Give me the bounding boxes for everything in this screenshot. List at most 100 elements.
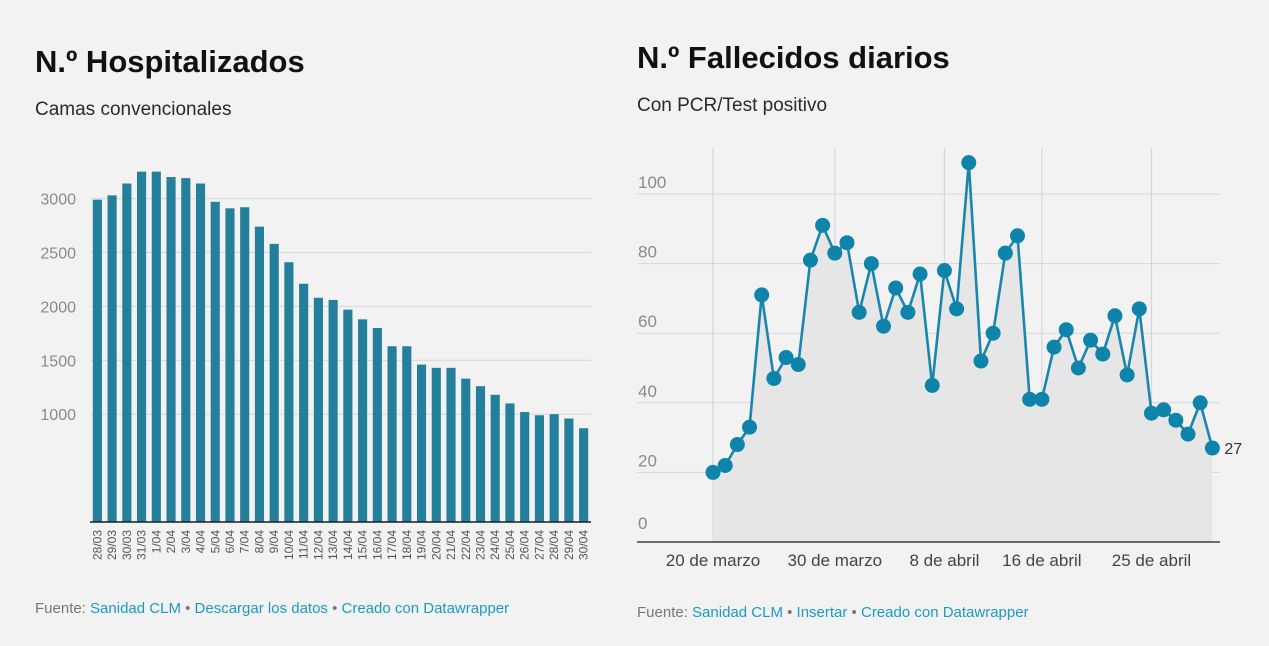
data-point[interactable] (851, 304, 867, 320)
bar[interactable] (490, 394, 500, 522)
bar[interactable] (431, 367, 441, 522)
bar[interactable] (254, 226, 265, 523)
data-point[interactable] (827, 245, 843, 261)
data-point[interactable] (766, 370, 782, 386)
data-point[interactable] (1046, 339, 1062, 355)
data-point[interactable] (1143, 405, 1159, 421)
bar[interactable] (343, 309, 353, 522)
data-point[interactable] (1180, 426, 1196, 442)
data-point[interactable] (997, 245, 1013, 261)
data-point[interactable] (1022, 391, 1038, 407)
bar[interactable] (92, 199, 102, 523)
data-point[interactable] (1095, 346, 1111, 362)
embed-link[interactable]: Insertar (796, 604, 848, 621)
bar[interactable] (402, 346, 412, 522)
bar[interactable] (107, 195, 117, 522)
data-point[interactable] (1156, 402, 1172, 418)
bar[interactable] (520, 412, 530, 522)
data-point[interactable] (802, 252, 818, 268)
x-tick-label: 31/03 (135, 530, 149, 560)
datawrapper-link[interactable]: Creado con Datawrapper (860, 604, 1029, 621)
data-point[interactable] (778, 350, 794, 366)
source-link-sanidad[interactable]: Sanidad CLM (90, 600, 181, 617)
bar[interactable] (269, 243, 279, 522)
bar[interactable] (313, 297, 323, 522)
x-tick-label: 11/04 (297, 530, 311, 559)
data-point[interactable] (742, 419, 758, 435)
line-x-axis: 20 de marzo 30 de marzo 8 de abril 16 de ab… (666, 551, 1191, 570)
bar[interactable] (225, 208, 235, 522)
bar[interactable] (358, 319, 368, 522)
bar[interactable] (166, 177, 176, 523)
data-point[interactable] (1083, 332, 1099, 348)
data-point[interactable] (1070, 360, 1086, 376)
x-tick-label: 8/04 (252, 530, 266, 554)
bar[interactable] (210, 201, 220, 523)
bar[interactable] (534, 415, 544, 522)
bar[interactable] (505, 403, 515, 522)
data-point[interactable] (949, 301, 965, 317)
data-point[interactable] (900, 304, 916, 320)
data-point[interactable] (1107, 308, 1123, 324)
bar[interactable] (284, 262, 294, 522)
data-point[interactable] (985, 325, 1001, 341)
data-point[interactable] (815, 217, 831, 233)
data-point[interactable] (912, 266, 928, 282)
bar[interactable] (122, 183, 132, 522)
data-point[interactable] (1058, 322, 1074, 338)
x-tick-label: 20 de marzo (666, 551, 761, 570)
data-point[interactable] (1010, 228, 1025, 244)
data-point[interactable] (729, 437, 745, 453)
download-data-link[interactable]: Descargar los datos (194, 600, 328, 617)
bar[interactable] (240, 207, 250, 522)
data-point[interactable] (936, 263, 952, 279)
last-value-label: 27 (1224, 441, 1242, 458)
bar[interactable] (549, 414, 559, 522)
x-tick-label: 26/04 (518, 530, 532, 560)
bar[interactable] (461, 378, 471, 522)
data-point[interactable] (961, 155, 977, 171)
bar[interactable] (564, 418, 574, 522)
data-point[interactable] (973, 353, 989, 369)
bar[interactable] (475, 386, 486, 522)
line-y-axis: 0 20 40 60 80 100 (638, 173, 666, 533)
data-point[interactable] (1131, 301, 1147, 317)
bar[interactable] (181, 178, 191, 523)
data-point[interactable] (1034, 391, 1050, 407)
bar[interactable] (328, 299, 338, 522)
data-point[interactable] (888, 280, 904, 296)
source-line: Fuente: Sanidad CLM • Descargar los dato… (35, 600, 509, 617)
data-point[interactable] (1168, 412, 1184, 428)
bar[interactable] (579, 428, 589, 522)
data-point[interactable] (717, 457, 733, 473)
bar[interactable] (137, 171, 147, 522)
bar[interactable] (299, 283, 309, 522)
bar[interactable] (387, 346, 397, 522)
x-tick-label: 25 de abril (1112, 551, 1191, 570)
data-point[interactable] (1119, 367, 1135, 383)
data-point[interactable] (790, 357, 806, 373)
data-point[interactable] (876, 318, 892, 334)
bar[interactable] (195, 183, 206, 522)
source-separator: • (847, 604, 861, 621)
bar[interactable] (446, 367, 456, 522)
datawrapper-link[interactable]: Creado con Datawrapper (341, 600, 510, 617)
x-tick-label: 18/04 (400, 530, 414, 560)
x-tick-label: 17/04 (385, 530, 399, 560)
bar[interactable] (372, 327, 382, 522)
x-tick-label: 16 de abril (1002, 551, 1081, 570)
bar[interactable] (416, 364, 427, 522)
source-separator: • (180, 600, 195, 617)
bar[interactable] (151, 171, 161, 522)
source-link-sanidad[interactable]: Sanidad CLM (692, 604, 783, 621)
x-tick-label: 30 de marzo (788, 551, 883, 570)
source-prefix: Fuente: (637, 604, 693, 621)
data-point[interactable] (863, 256, 879, 272)
data-point[interactable] (1204, 440, 1220, 456)
data-point[interactable] (705, 464, 721, 480)
data-point[interactable] (839, 235, 855, 251)
data-point[interactable] (1192, 395, 1208, 411)
source-separator: • (782, 604, 797, 621)
data-point[interactable] (754, 287, 770, 303)
data-point[interactable] (924, 377, 940, 393)
